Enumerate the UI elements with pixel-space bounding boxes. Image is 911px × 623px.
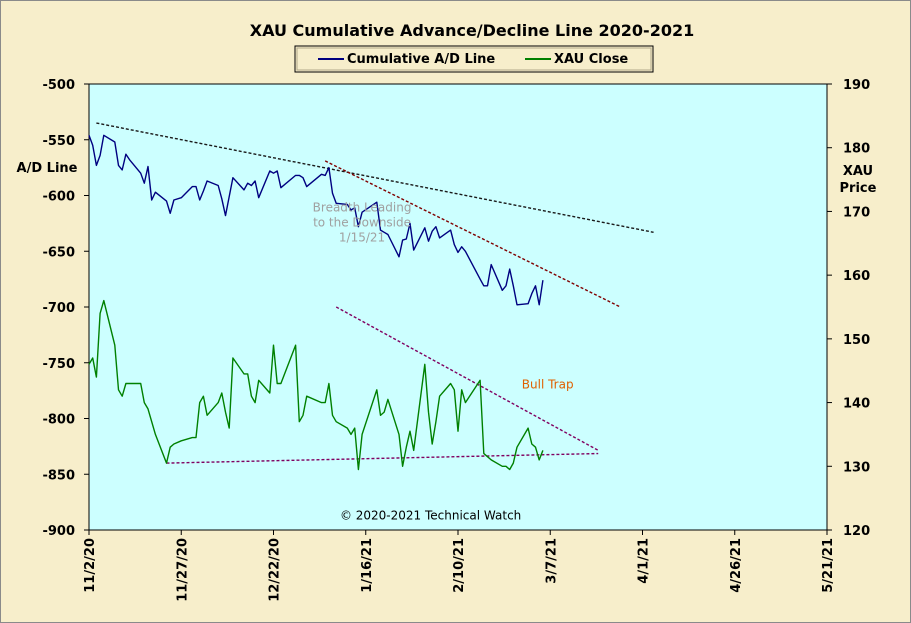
- x-tick-label: 4/26/21: [729, 538, 744, 593]
- right-tick-label: 140: [843, 397, 870, 412]
- left-tick-label: -800: [42, 413, 75, 428]
- x-tick-label: 4/1/21: [637, 538, 652, 584]
- trendline: [166, 452, 599, 464]
- left-tick-label: -550: [42, 134, 75, 149]
- x-tick-label: 3/7/21: [544, 538, 559, 584]
- xau-close-series: [88, 299, 544, 471]
- legend: Cumulative A/D Line XAU Close: [294, 45, 654, 73]
- annotation-breadth-leading: to the Downside: [313, 216, 411, 230]
- left-tick-label: -650: [42, 245, 75, 260]
- right-axis-label-line2: Price: [840, 181, 877, 196]
- x-tick-label: 1/16/21: [360, 538, 375, 593]
- copyright-note: © 2020-2021 Technical Watch: [340, 508, 521, 522]
- right-tick-label: 120: [843, 524, 870, 539]
- chart-title: XAU Cumulative Advance/Decline Line 2020…: [250, 21, 694, 40]
- x-tick-label: 12/22/20: [268, 538, 283, 602]
- annotation-breadth-leading: 1/15/21: [339, 231, 385, 245]
- legend-box-inner: [296, 47, 652, 71]
- annotation-breadth-leading: Breadth Leading: [313, 201, 412, 215]
- right-tick-label: 180: [843, 142, 870, 157]
- trendlines: [96, 122, 654, 464]
- left-axis-label: A/D Line: [17, 161, 78, 176]
- left-tick-label: -500: [42, 78, 75, 93]
- right-tick-label: 130: [843, 460, 870, 475]
- right-tick-label: 160: [843, 269, 870, 284]
- plot-area: [88, 83, 828, 531]
- series: [88, 134, 544, 471]
- legend-label-ad: Cumulative A/D Line: [347, 52, 495, 67]
- ad-line-series: [88, 134, 544, 306]
- right-axis-label-line1: XAU: [843, 164, 873, 179]
- x-tick-label: 2/10/21: [452, 538, 467, 593]
- legend-box: [294, 45, 654, 73]
- left-tick-label: -600: [42, 190, 75, 205]
- x-tick-label: 5/21/21: [821, 538, 836, 593]
- right-tick-label: 190: [843, 78, 870, 93]
- left-tick-label: -700: [42, 301, 75, 316]
- left-tick-label: -750: [42, 357, 75, 372]
- legend-label-xau: XAU Close: [554, 52, 628, 67]
- left-tick-label: -900: [42, 524, 75, 539]
- right-tick-label: 170: [843, 205, 870, 220]
- right-axis: 190 180 170 160 150 140 130 120: [826, 78, 870, 539]
- x-axis: 11/2/20 11/27/20 12/22/20 1/16/21 2/10/21 3/7…: [83, 530, 836, 602]
- x-tick-label: 11/27/20: [175, 538, 190, 602]
- left-axis: -500 -550 -600 -650 -700 -750 -800 -850 -900: [42, 78, 90, 539]
- annotation-bull-trap: Bull Trap: [522, 377, 574, 391]
- x-tick-label: 11/2/20: [83, 538, 98, 593]
- right-tick-label: 150: [843, 333, 870, 348]
- left-tick-label: -850: [42, 468, 75, 483]
